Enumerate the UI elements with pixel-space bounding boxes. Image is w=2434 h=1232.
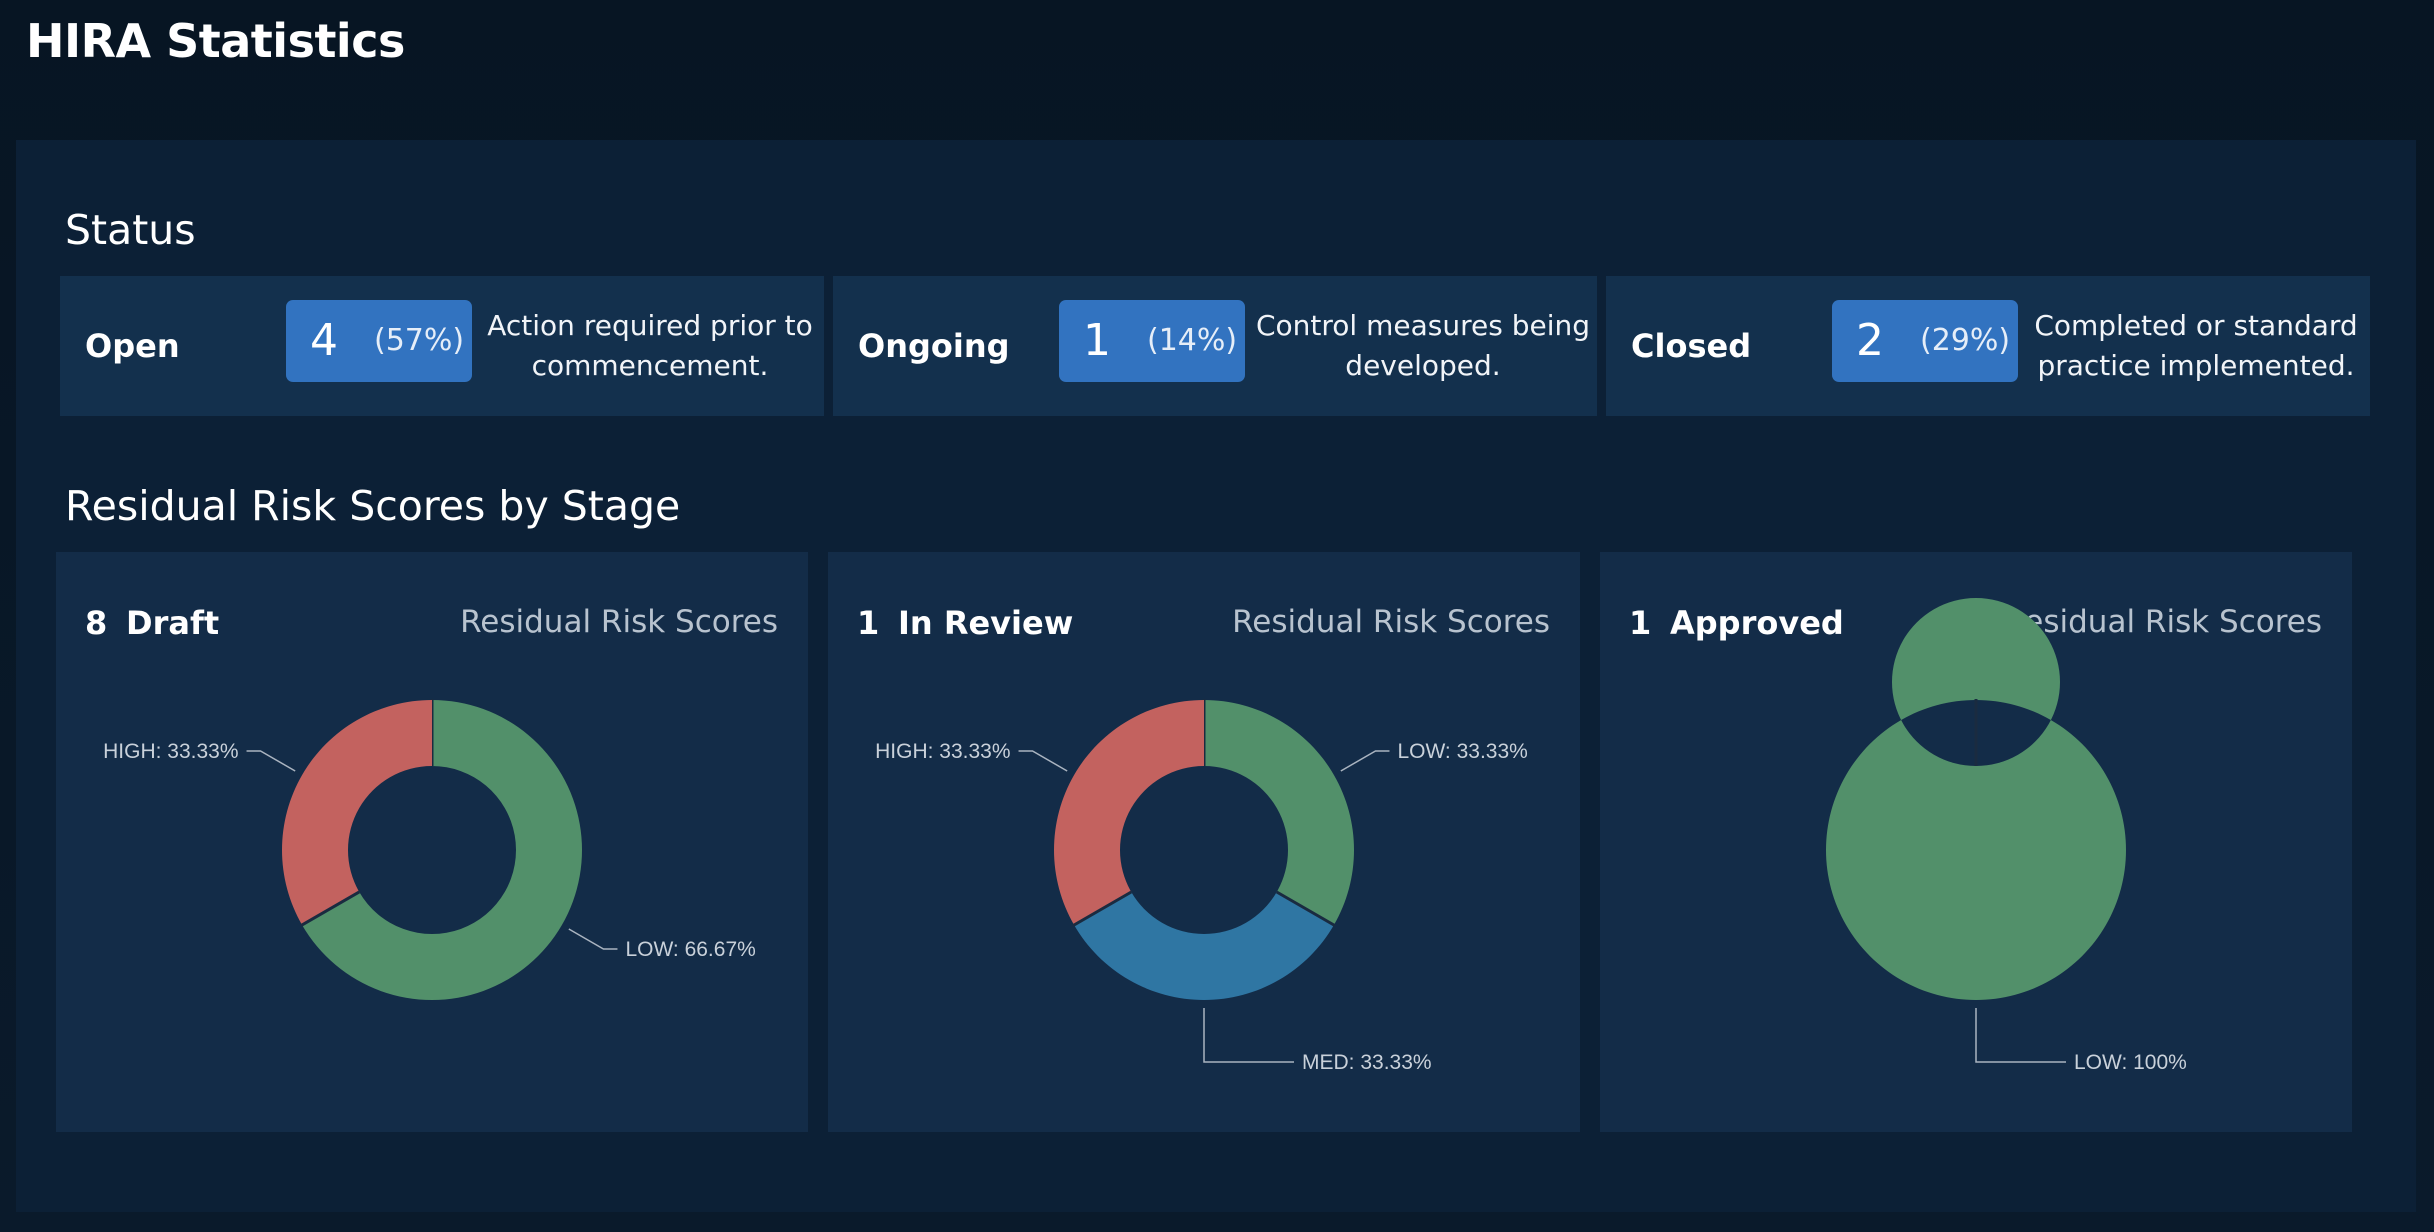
chart-subtitle: Residual Risk Scores bbox=[2004, 604, 2322, 640]
status-count: 1 bbox=[1083, 315, 1111, 366]
status-description: Control measures being developed. bbox=[1255, 309, 1591, 382]
chart-subtitle: Residual Risk Scores bbox=[1232, 604, 1550, 640]
label-leader-line bbox=[1340, 750, 1390, 772]
status-count: 4 bbox=[310, 315, 338, 366]
stage-count: 1 bbox=[1629, 604, 1652, 642]
stage-label: In Review bbox=[898, 604, 1074, 642]
slice-low[interactable] bbox=[1825, 598, 2126, 1000]
status-description: Action required prior to commencement. bbox=[487, 309, 813, 382]
status-description: Completed or standard practice implement… bbox=[2034, 309, 2358, 382]
slice-high[interactable] bbox=[1054, 700, 1204, 925]
status-name: Closed bbox=[1631, 327, 1752, 365]
chart-subtitle: Residual Risk Scores bbox=[460, 604, 778, 640]
status-count-badge[interactable]: 2 (29%) bbox=[1832, 300, 2018, 382]
status-name: Ongoing bbox=[858, 327, 1010, 365]
page-title: HIRA Statistics bbox=[26, 14, 405, 68]
slice-med[interactable] bbox=[1074, 892, 1334, 1000]
slice-label: LOW: 100% bbox=[2074, 1051, 2187, 1074]
status-section-title: Status bbox=[65, 206, 196, 254]
slice-label: HIGH: 33.33% bbox=[103, 740, 238, 763]
status-percent: (57%) bbox=[374, 323, 465, 358]
slice-separator bbox=[300, 890, 360, 927]
status-name: Open bbox=[85, 327, 180, 365]
donut-chart: LOW: 33.33% MED: 33.33% HIGH: 33.33% bbox=[875, 699, 1528, 1074]
status-card-ongoing[interactable]: Ongoing 1 (14%) Control measures being d… bbox=[833, 276, 1597, 416]
donut-chart: LOW: 100% bbox=[1825, 598, 2187, 1074]
slice-label: HIGH: 33.33% bbox=[875, 740, 1010, 763]
statistics-panel: Status Open 4 (57%) Action required prio… bbox=[16, 140, 2416, 1212]
label-leader-line bbox=[568, 928, 618, 950]
slice-label: MED: 33.33% bbox=[1302, 1051, 1432, 1074]
chart-card-in-review: 1 In Review Residual Risk Scores LOW: 33… bbox=[828, 552, 1580, 1132]
risk-section-title: Residual Risk Scores by Stage bbox=[65, 482, 681, 530]
status-card-open[interactable]: Open 4 (57%) Action required prior to co… bbox=[60, 276, 824, 416]
status-count-badge[interactable]: 1 (14%) bbox=[1059, 300, 1245, 382]
stage-label: Approved bbox=[1670, 604, 1844, 642]
slice-label: LOW: 66.67% bbox=[625, 938, 755, 961]
chart-card-approved: 1 Approved Residual Risk Scores LOW: 100… bbox=[1600, 552, 2352, 1132]
slice-label: LOW: 33.33% bbox=[1397, 740, 1527, 763]
stage-label: Draft bbox=[126, 604, 220, 642]
slice-separator bbox=[1275, 890, 1336, 927]
stage-count: 8 bbox=[85, 604, 108, 642]
label-leader-line bbox=[1203, 1008, 1294, 1063]
status-count: 2 bbox=[1856, 315, 1884, 366]
slice-separator bbox=[1072, 890, 1133, 927]
stage-count: 1 bbox=[857, 604, 880, 642]
status-card-closed[interactable]: Closed 2 (29%) Completed or standard pra… bbox=[1606, 276, 2370, 416]
status-count-badge[interactable]: 4 (57%) bbox=[286, 300, 472, 382]
slice-low[interactable] bbox=[1204, 700, 1354, 925]
slice-high[interactable] bbox=[282, 700, 432, 925]
label-leader-line bbox=[1975, 1008, 2066, 1063]
label-leader-line bbox=[246, 750, 296, 772]
status-percent: (29%) bbox=[1920, 323, 2011, 358]
status-percent: (14%) bbox=[1147, 323, 1238, 358]
slice-low[interactable] bbox=[302, 700, 583, 1000]
label-leader-line bbox=[1018, 750, 1068, 772]
donut-chart: LOW: 66.67% HIGH: 33.33% bbox=[103, 699, 756, 1000]
chart-card-draft: 8 Draft Residual Risk Scores LOW: 66.67%… bbox=[56, 552, 808, 1132]
